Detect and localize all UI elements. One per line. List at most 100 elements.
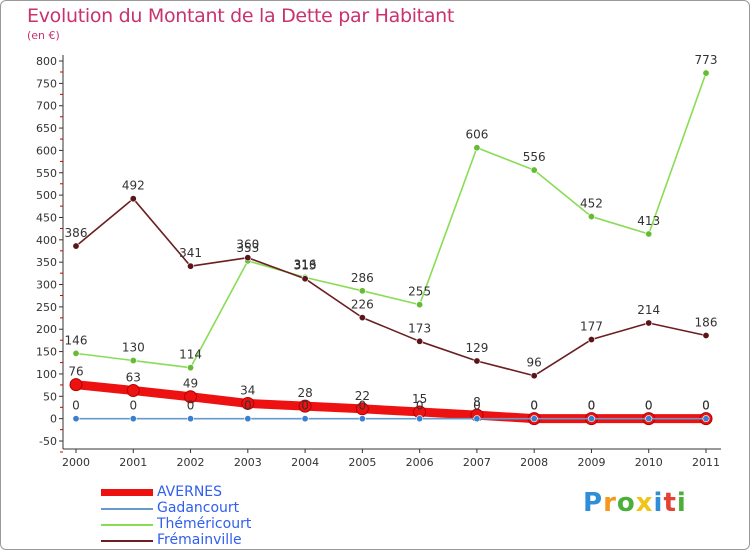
y-tick-label: 200: [36, 323, 57, 336]
data-label: 8: [473, 395, 481, 409]
legend-label-fremainville: Frémainville: [157, 532, 242, 548]
y-tick-label: 150: [36, 346, 57, 359]
data-label: 386: [65, 226, 88, 240]
data-point: [358, 415, 366, 423]
y-tick-label: -50: [39, 435, 57, 448]
data-label: 173: [408, 321, 431, 335]
data-label: 556: [523, 150, 546, 164]
data-label: 255: [408, 285, 431, 299]
data-point: [473, 415, 481, 423]
data-label: 0: [702, 399, 710, 413]
y-tick-label: 250: [36, 301, 57, 314]
data-point: [244, 254, 252, 262]
x-tick-label: 2003: [234, 456, 262, 469]
data-point: [587, 213, 595, 221]
logo-letter: i: [653, 488, 664, 518]
data-point: [416, 301, 424, 309]
y-tick-label: 0: [50, 413, 57, 426]
data-point: [473, 357, 481, 365]
x-tick-label: 2005: [348, 456, 376, 469]
data-point: [355, 402, 369, 416]
legend-item-fremainville[interactable]: Frémainville: [101, 532, 351, 549]
data-point: [702, 415, 710, 423]
x-tick-label: 2001: [119, 456, 147, 469]
data-label: 0: [645, 399, 653, 413]
data-label: 286: [351, 271, 374, 285]
data-point: [187, 364, 195, 372]
x-tick-label: 2006: [406, 456, 434, 469]
data-label: 146: [65, 333, 88, 347]
data-point: [244, 415, 252, 423]
data-point: [129, 415, 137, 423]
data-point: [702, 69, 710, 77]
data-label: 413: [637, 214, 660, 228]
logo-letter: x: [635, 488, 654, 518]
data-label: 0: [588, 399, 596, 413]
data-point: [126, 383, 140, 397]
y-tick-label: 500: [36, 189, 57, 202]
chart-title: Evolution du Montant de la Dette par Hab…: [27, 5, 455, 27]
data-label: 226: [351, 298, 374, 312]
data-point: [645, 415, 653, 423]
data-label: 34: [240, 383, 255, 397]
legend-swatch-fremainville: [101, 540, 153, 542]
data-point: [69, 378, 83, 392]
data-point: [530, 166, 538, 174]
x-tick-label: 2010: [635, 456, 663, 469]
data-point: [416, 337, 424, 345]
data-label: 353: [236, 241, 259, 255]
series-line-frémainville: [75, 197, 707, 377]
legend-label-gadancourt: Gadancourt: [157, 500, 240, 516]
data-point: [298, 399, 312, 413]
y-tick-label: 100: [36, 368, 57, 381]
legend-swatch-gadancourt: [101, 508, 153, 510]
data-point: [645, 319, 653, 327]
data-label: 0: [244, 399, 252, 413]
y-tick-label: 750: [36, 77, 57, 90]
data-point: [587, 415, 595, 423]
data-point: [358, 314, 366, 322]
logo-letter: r: [603, 488, 617, 518]
data-point: [645, 230, 653, 238]
data-label: 0: [645, 399, 653, 413]
y-tick-label: 700: [36, 100, 57, 113]
data-label: 114: [179, 348, 202, 362]
legend-item-avernes[interactable]: AVERNES: [101, 484, 351, 501]
data-label: 28: [297, 386, 312, 400]
data-label: 0: [473, 399, 481, 413]
logo-letter: P: [583, 488, 604, 518]
data-point: [187, 415, 195, 423]
data-label: 63: [126, 370, 141, 384]
data-point: [301, 415, 309, 423]
data-point: [530, 372, 538, 380]
data-point: [129, 195, 137, 203]
data-label: 341: [179, 246, 202, 260]
data-label: 22: [355, 389, 370, 403]
legend-item-themericourt[interactable]: Théméricourt: [101, 516, 351, 533]
data-label: 0: [187, 399, 195, 413]
data-label: 177: [580, 320, 603, 334]
legend-item-gadancourt[interactable]: Gadancourt: [101, 500, 351, 517]
data-label: 773: [695, 53, 718, 67]
data-label: 0: [72, 399, 80, 413]
data-label: 0: [530, 399, 538, 413]
data-label: 15: [412, 392, 427, 406]
y-tick-label: 450: [36, 211, 57, 224]
y-tick-label: 650: [36, 122, 57, 135]
legend-swatch-avernes: [101, 489, 153, 496]
x-tick-label: 2008: [520, 456, 548, 469]
y-tick-label: 300: [36, 279, 57, 292]
y-tick-label: 350: [36, 256, 57, 269]
data-label: 0: [416, 399, 424, 413]
data-label: 0: [530, 399, 538, 413]
data-label: 130: [122, 341, 145, 355]
x-tick-label: 2007: [463, 456, 491, 469]
data-point: [72, 415, 80, 423]
data-point: [702, 331, 710, 339]
proxiti-logo: Proxiti: [583, 488, 687, 518]
series-line-avernes: [71, 380, 711, 424]
y-tick-label: 50: [43, 390, 57, 403]
x-tick-label: 2004: [291, 456, 319, 469]
chart-subtitle: (en €): [27, 29, 60, 42]
